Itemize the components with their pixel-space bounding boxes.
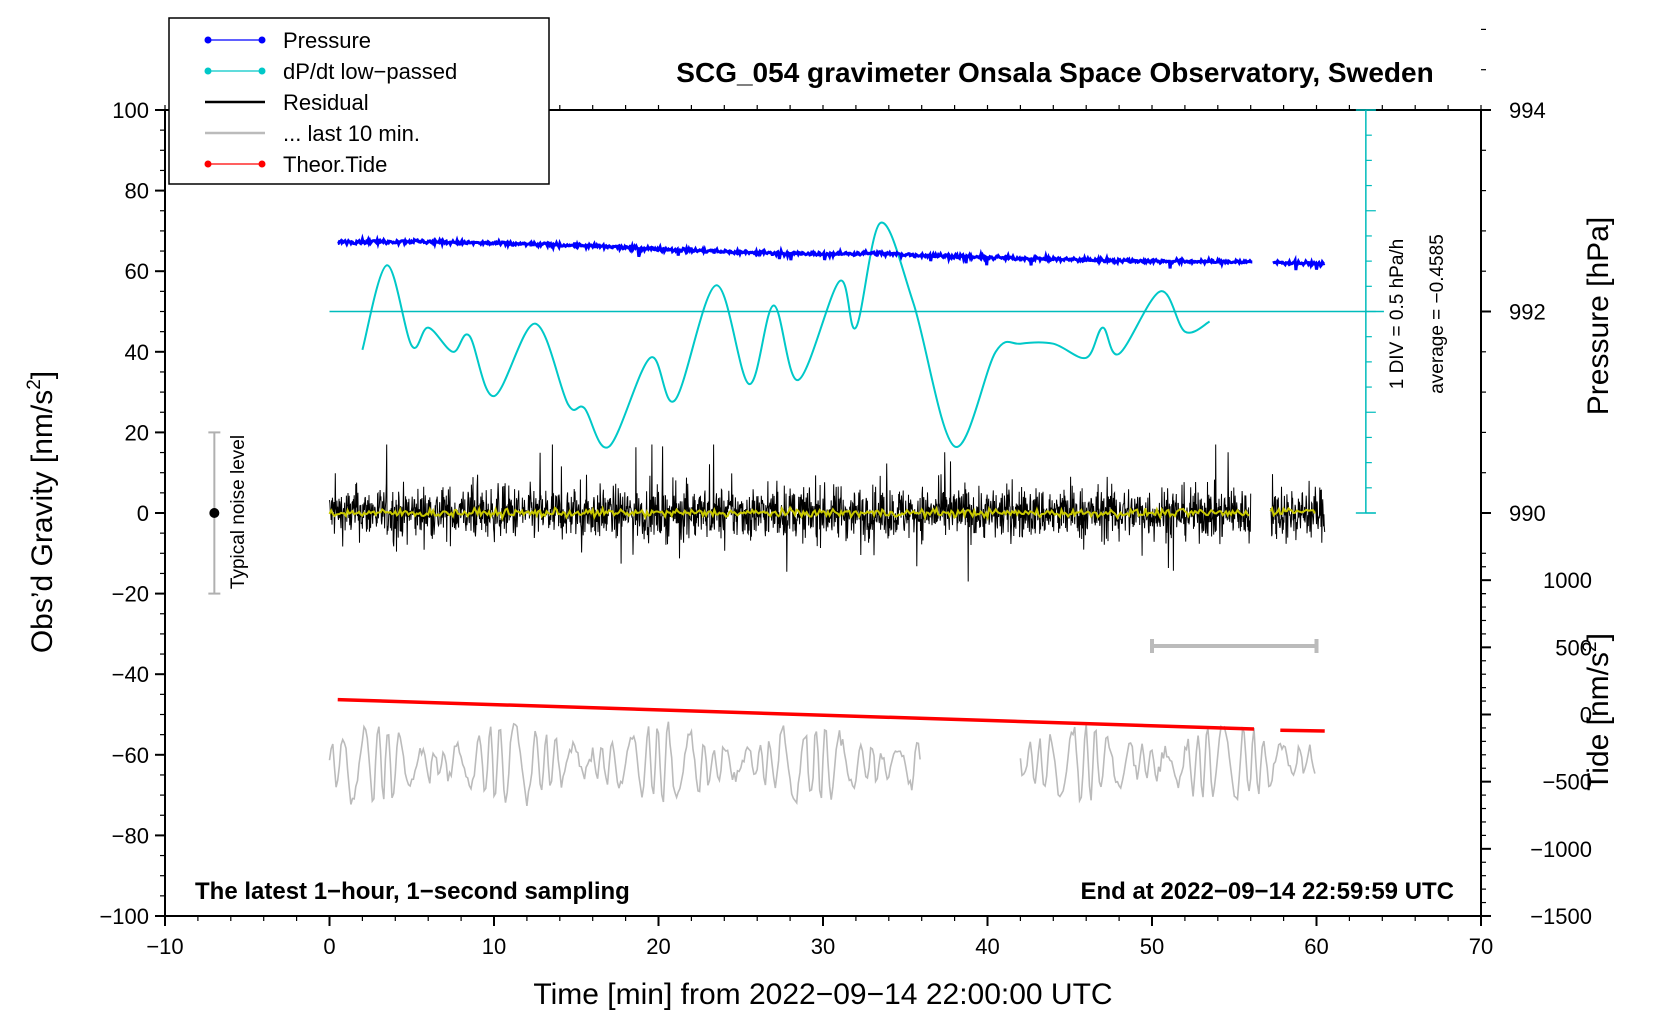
x-tick-label: 60 — [1304, 934, 1328, 959]
legend-label: ... last 10 min. — [283, 121, 420, 146]
tide-tick-label: 1000 — [1543, 568, 1592, 593]
dpdt-average-label: average = −0.4585 — [1427, 234, 1448, 394]
sampling-note: The latest 1−hour, 1−second sampling — [195, 878, 630, 905]
y-tick-label: 60 — [125, 259, 149, 284]
legend-marker — [258, 160, 266, 168]
y-tick-label: 0 — [137, 501, 149, 526]
tide-axis-label: Tide [nm/s2] — [1580, 633, 1615, 791]
legend-label: Theor.Tide — [283, 152, 387, 177]
y-tick-label: −20 — [112, 582, 149, 607]
dpdt-scale-label: 1 DIV = 0.5 hPa/h — [1387, 239, 1408, 390]
left-axis-label: Obs’d Gravity [nm/s2] — [24, 371, 59, 653]
x-tick-label: 70 — [1469, 934, 1493, 959]
legend-label: Pressure — [283, 28, 371, 53]
legend-marker — [204, 160, 212, 168]
pressure-tick-label: 992 — [1509, 300, 1546, 325]
x-tick-label: 0 — [323, 934, 335, 959]
x-axis-label: Time [min] from 2022−09−14 22:00:00 UTC — [533, 978, 1112, 1011]
noise-level-dot — [209, 508, 220, 518]
x-tick-label: 30 — [811, 934, 835, 959]
y-tick-label: −40 — [112, 662, 149, 687]
tide-series — [1280, 728, 1325, 733]
pressure-tick-label: 994 — [1509, 98, 1546, 123]
legend-marker — [204, 36, 212, 44]
chart-title: SCG_054 gravimeter Onsala Space Observat… — [676, 57, 1433, 88]
y-tick-label: 20 — [125, 420, 149, 445]
x-tick-label: 20 — [646, 934, 670, 959]
x-tick-label: −10 — [146, 934, 183, 959]
y-tick-label: −100 — [99, 904, 149, 929]
tide-tick-label: −1500 — [1530, 904, 1592, 929]
tide-tick-label: 500 — [1555, 635, 1592, 660]
x-tick-label: 10 — [482, 934, 506, 959]
legend: Pressure dP/dt low−passed Residual ... last… — [168, 17, 550, 185]
tide-series — [337, 697, 1255, 731]
last-ten-min-series — [328, 721, 1316, 806]
y-tick-label: 80 — [125, 179, 149, 204]
residual-smoothed-series — [328, 505, 1316, 522]
legend-marker — [204, 67, 212, 75]
tide-tick-label: 0 — [1580, 703, 1592, 728]
x-tick-label: 40 — [975, 934, 999, 959]
legend-label: dP/dt low−passed — [283, 59, 457, 84]
pressure-axis-label: Pressure [hPa] — [1582, 217, 1615, 415]
tide-tick-label: −500 — [1542, 770, 1592, 795]
legend-marker — [258, 67, 266, 75]
legend-label: Residual — [283, 90, 369, 115]
y-tick-label: −60 — [112, 743, 149, 768]
tide-tick-label: −1000 — [1530, 837, 1592, 862]
y-tick-label: 100 — [112, 98, 149, 123]
x-tick-label: 50 — [1140, 934, 1164, 959]
legend-marker — [258, 36, 266, 44]
pressure-tick-label: 990 — [1509, 501, 1546, 526]
end-time-note: End at 2022−09−14 22:59:59 UTC — [1080, 878, 1454, 905]
dpdt-series — [361, 221, 1211, 449]
residual-series — [329, 444, 1326, 582]
y-tick-label: 40 — [125, 340, 149, 365]
noise-level-label: Typical noise level — [228, 435, 249, 589]
pressure-series — [337, 233, 1326, 271]
y-tick-label: −80 — [112, 823, 149, 848]
